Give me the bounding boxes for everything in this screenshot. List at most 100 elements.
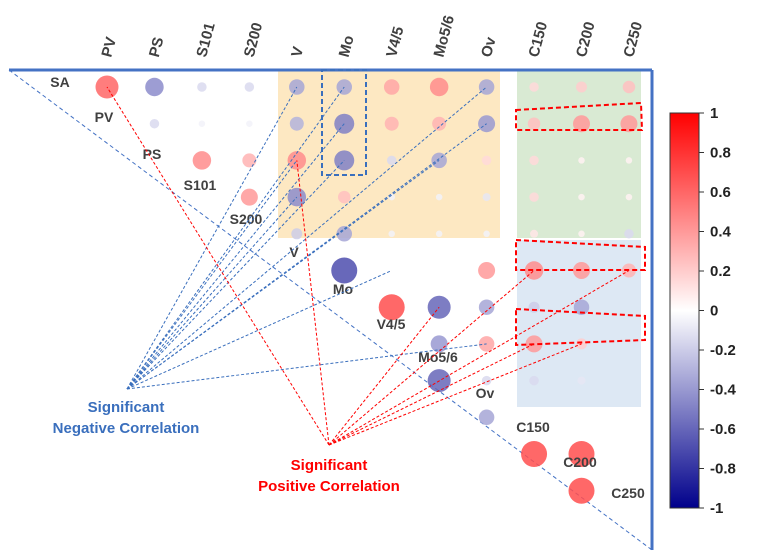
cell-SA-C150	[529, 82, 539, 92]
cell-S200-C150	[530, 229, 539, 238]
cell-C200-C200	[568, 477, 595, 504]
colorbar-gradient	[669, 112, 700, 509]
row-label-S101: S101	[184, 177, 217, 193]
cell-PV-C250	[620, 115, 638, 133]
colorbar-tick-label: -1	[710, 500, 723, 517]
cell-SA-PS	[145, 77, 164, 97]
neg-leader-line-1	[126, 196, 298, 390]
colorbar-tick-label: 0.4	[710, 224, 732, 241]
row-label-V: V	[289, 244, 299, 260]
colorbar-tick-label: 0	[710, 303, 718, 320]
neg-leader-line-7	[126, 123, 487, 390]
cell-PS-S101	[192, 151, 212, 170]
neg-annotation-line2: Negative Correlation	[53, 420, 200, 437]
colorbar-tick-label: -0.8	[710, 461, 736, 478]
cell-PS-V4/5	[386, 155, 397, 166]
cell-V4/5-Ov	[478, 336, 495, 352]
row-label-S200: S200	[230, 211, 263, 227]
row-label-PV: PV	[95, 109, 114, 125]
cell-V-C200	[573, 262, 590, 279]
row-label-V4/5: V4/5	[377, 316, 406, 332]
cell-SA-C250	[622, 80, 636, 94]
col-label-Mo: Mo	[336, 34, 358, 59]
neg-leader-line-0	[126, 86, 298, 390]
correlation-cells	[95, 75, 638, 504]
cell-V-Ov	[478, 262, 496, 279]
cell-C150-C150	[521, 441, 548, 467]
v-c-positive-box	[515, 238, 646, 271]
pos-annotation-line2: Positive Correlation	[258, 478, 400, 495]
cell-SA-Mo5/6	[429, 77, 449, 97]
row-label-C250: C250	[611, 485, 645, 501]
cell-Ov-Ov	[478, 409, 495, 426]
neg-leader-line-5	[126, 160, 345, 390]
pos-leader-line-0	[106, 86, 330, 446]
pos-leader-line-2	[328, 306, 440, 446]
neg-leader-line-2	[126, 160, 298, 390]
cell-PV-S101	[198, 120, 206, 127]
cell-S200-Ov	[483, 230, 490, 238]
cell-S200-V4/5	[388, 230, 395, 238]
cell-PV-V	[289, 116, 304, 131]
orange-region	[278, 70, 500, 238]
cell-SA-S101	[197, 82, 207, 92]
cell-PV-PS	[149, 118, 160, 129]
cell-Mo5/6-Ov	[481, 375, 492, 386]
colorbar-tick-label: 0.2	[710, 263, 731, 280]
colorbar: 1 0.8 0.6 0.4 0.2 0 -0.2 -0.4 -0.6 -0.8 -1	[669, 105, 737, 517]
row-label-Ov: Ov	[476, 385, 495, 401]
cell-PV-C150	[527, 117, 541, 130]
row-label-Mo5/6: Mo5/6	[418, 349, 458, 365]
pos-annotation-line1: Significant	[291, 457, 368, 474]
cell-S101-Ov	[482, 193, 491, 202]
cell-PV-Mo5/6	[432, 116, 447, 131]
cell-S101-C250	[625, 193, 633, 201]
v45-c-positive-box	[515, 307, 646, 347]
row-label-C200: C200	[563, 454, 597, 470]
cell-SA-Ov	[478, 79, 495, 95]
pos-leader-line-1	[296, 160, 330, 446]
cell-Mo5/6-C200	[577, 376, 586, 385]
cell-Mo-C200	[573, 299, 590, 315]
cell-S200-Mo	[336, 226, 352, 242]
row-label-Mo: Mo	[333, 281, 353, 297]
cell-S200-Mo5/6	[435, 230, 443, 238]
col-label-PS: PS	[146, 35, 168, 59]
cell-PV-V4/5	[384, 116, 399, 131]
col-label-V4/5: V4/5	[383, 25, 407, 59]
col-label-C200: C200	[573, 20, 599, 59]
pos-leader-line-6	[328, 343, 582, 446]
cell-S101-C200	[578, 193, 585, 201]
cell-S200-V	[291, 228, 303, 240]
cell-S101-Mo	[338, 190, 351, 204]
green-region	[517, 70, 641, 238]
colorbar-tick-label: 0.6	[710, 184, 731, 201]
cell-S101-S200	[240, 188, 258, 206]
cell-SA-C200	[576, 81, 587, 93]
cell-Mo-V4/5	[378, 294, 405, 321]
neg-leader-line-6	[126, 86, 487, 390]
col-label-S200: S200	[241, 21, 266, 59]
significance-leader-lines	[106, 86, 630, 446]
cell-V4/5-Mo5/6	[430, 335, 448, 353]
cell-C150-C200	[568, 441, 595, 467]
neg-leader-line-4	[126, 123, 345, 390]
cell-V-Mo	[331, 257, 358, 284]
cell-V-C150	[524, 261, 544, 280]
cell-Mo-C150	[528, 301, 540, 313]
cell-Mo-Ov	[478, 299, 495, 315]
neg-annotation-line1: Significant	[88, 399, 165, 416]
col-label-Mo5/6: Mo5/6	[431, 14, 458, 59]
frame-diagonal	[8, 69, 653, 551]
colorbar-tick-label: -0.6	[710, 421, 736, 438]
neg-leader-line-8	[126, 159, 440, 390]
mo-negative-box	[321, 69, 367, 176]
row-label-C150: C150	[516, 419, 550, 435]
pos-leader-line-4	[328, 270, 630, 446]
pv-c-positive-box	[515, 101, 644, 131]
neg-leader-line-9	[126, 270, 392, 390]
significance-boxes	[321, 69, 646, 347]
cell-PS-C150	[529, 155, 539, 166]
cell-PV-Mo	[334, 113, 355, 134]
neg-leader-line-10	[126, 343, 487, 390]
